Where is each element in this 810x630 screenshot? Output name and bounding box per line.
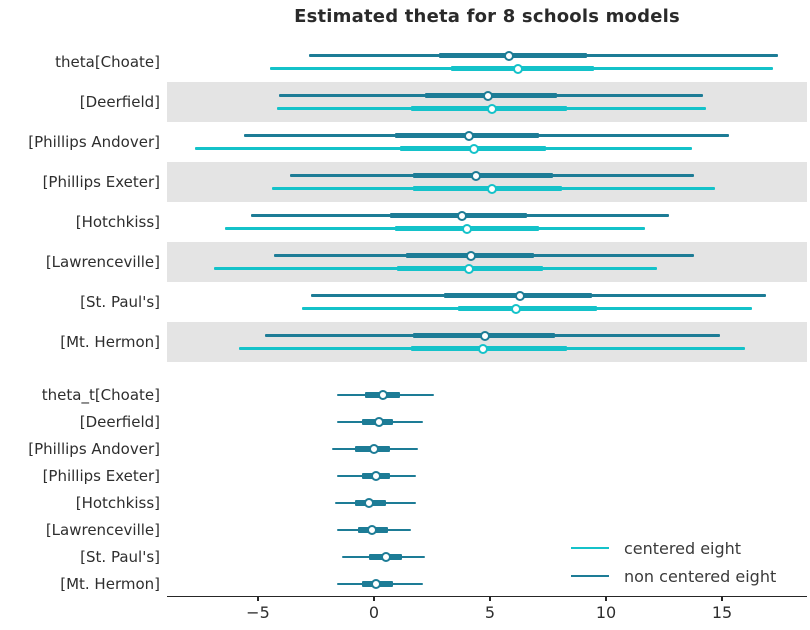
x-tick-label: 0: [368, 603, 380, 622]
row-label: [Phillips Andover]: [28, 440, 160, 458]
x-tick-label: 15: [711, 603, 733, 622]
median-dot: [478, 343, 489, 354]
plot-area: −5 0 5 10 15: [167, 42, 807, 622]
row-label: [Phillips Exeter]: [42, 173, 160, 191]
x-tick-label: −5: [246, 603, 270, 622]
legend-line-swatch-non-centered: [571, 574, 609, 578]
x-tick-label: 10: [595, 603, 617, 622]
median-dot: [480, 330, 491, 341]
legend-label: non centered eight: [624, 566, 777, 586]
iqr-line: [457, 305, 597, 312]
row-label: [St. Paul's]: [80, 293, 160, 311]
median-dot: [368, 444, 379, 454]
row-label: [Mt. Hermon]: [60, 575, 160, 593]
x-tick-label: 5: [484, 603, 496, 622]
row-label: [Mt. Hermon]: [60, 333, 160, 351]
x-tick: [373, 597, 375, 601]
median-dot: [371, 579, 382, 589]
legend-entry-centered: centered eight: [571, 534, 776, 562]
legend-entry-non-centered: non centered eight: [571, 562, 776, 590]
median-dot: [380, 552, 391, 562]
row-band: [167, 162, 807, 202]
x-tick: [257, 597, 259, 601]
median-dot: [464, 130, 475, 141]
row-label: [Deerfield]: [79, 93, 160, 111]
median-dot: [364, 498, 375, 508]
row-label: theta_t[Choate]: [41, 386, 160, 404]
median-dot: [512, 63, 523, 74]
chart-title: Estimated theta for 8 schools models: [294, 6, 680, 27]
median-dot: [487, 103, 498, 114]
median-dot: [457, 210, 468, 221]
x-axis-line: [167, 595, 807, 598]
median-dot: [468, 143, 479, 154]
median-dot: [373, 417, 384, 427]
median-dot: [487, 183, 498, 194]
iqr-line: [411, 345, 567, 352]
x-tick: [489, 597, 491, 601]
row-label: [Hotchkiss]: [75, 494, 160, 512]
median-dot: [471, 170, 482, 181]
median-dot: [461, 223, 472, 234]
median-dot: [510, 303, 521, 314]
y-axis-labels: theta[Choate] [Deerfield] [Phillips Andove…: [0, 42, 160, 597]
legend: centered eight non centered eight: [571, 534, 776, 590]
row-label: [Hotchkiss]: [75, 213, 160, 231]
median-dot: [371, 471, 382, 481]
x-tick: [721, 597, 723, 601]
x-tick: [605, 597, 607, 601]
row-label: [Lawrenceville]: [45, 253, 160, 271]
row-label: theta[Choate]: [55, 53, 160, 71]
row-band: [167, 242, 807, 282]
row-band: [167, 82, 807, 122]
median-dot: [466, 250, 477, 261]
median-dot: [378, 390, 389, 400]
iqr-line: [413, 172, 553, 179]
row-band: [167, 322, 807, 362]
row-label: [Lawrenceville]: [45, 521, 160, 539]
median-dot: [366, 525, 377, 535]
row-label: [Phillips Andover]: [28, 133, 160, 151]
median-dot: [503, 50, 514, 61]
row-label: [Deerfield]: [79, 413, 160, 431]
legend-label: centered eight: [624, 538, 742, 558]
row-label: [St. Paul's]: [80, 548, 160, 566]
legend-line-swatch-centered: [571, 546, 609, 550]
row-label: [Phillips Exeter]: [42, 467, 160, 485]
median-dot: [515, 290, 526, 301]
median-dot: [482, 90, 493, 101]
median-dot: [464, 263, 475, 274]
